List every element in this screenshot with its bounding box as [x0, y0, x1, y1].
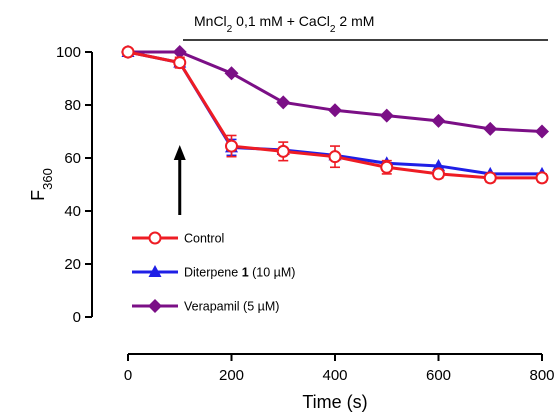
series-2: [121, 45, 549, 185]
legend-item: Control: [132, 231, 224, 246]
y-tick-label: 20: [64, 256, 81, 273]
data-point: [173, 56, 187, 70]
data-point: [432, 167, 445, 181]
data-point: [379, 108, 394, 123]
x-axis-title: Time (s): [302, 392, 367, 412]
legend-marker: [148, 231, 162, 245]
y-tick-label: 80: [64, 97, 81, 114]
arrow-head: [173, 145, 186, 160]
annotation: MnCl2 0,1 mM + CaCl2 2 mM: [173, 13, 548, 215]
x-tick-label: 600: [426, 367, 451, 384]
data-point: [224, 66, 239, 81]
plot-area: [121, 45, 549, 185]
axis-titles: Time (s) F360: [28, 168, 368, 412]
y-axis: 0 20 40 60 80 100: [56, 44, 93, 326]
legend-marker: [148, 265, 162, 277]
x-axis: 0 200 400 600 800: [124, 353, 555, 384]
legend-item: Verapamil (5 µM): [132, 299, 279, 314]
legend-label: Verapamil (5 µM): [184, 300, 279, 314]
data-point: [276, 95, 291, 110]
x-tick-label: 0: [124, 367, 132, 384]
y-tick-label: 100: [56, 44, 81, 61]
data-point: [328, 150, 342, 164]
data-point: [172, 45, 187, 59]
data-point: [432, 158, 445, 171]
legend: Control Diterpene 1 (10 µM) Verapamil (5 µ…: [132, 231, 295, 314]
y-tick-label: 40: [64, 203, 81, 220]
x-tick-label: 400: [322, 367, 347, 384]
data-point: [276, 144, 290, 158]
x-tick-label: 200: [219, 367, 244, 384]
y-tick-label: 60: [64, 150, 81, 167]
data-point: [121, 45, 135, 59]
x-tick-label: 800: [529, 367, 554, 384]
legend-item: Diterpene 1 (10 µM): [132, 265, 295, 280]
series-0: [121, 45, 549, 139]
series-line: [128, 50, 543, 133]
legend-marker: [148, 299, 162, 313]
data-point: [431, 113, 446, 128]
addition-arrow: [173, 145, 186, 215]
treatment-label: MnCl2 0,1 mM + CaCl2 2 mM: [194, 13, 374, 35]
data-point: [535, 124, 549, 139]
data-point: [225, 139, 238, 153]
data-point: [483, 171, 497, 185]
data-point: [380, 160, 394, 174]
legend-label: Diterpene 1 (10 µM): [184, 266, 295, 280]
data-point: [535, 171, 549, 185]
data-point: [483, 121, 498, 136]
y-axis-title: F360: [28, 168, 55, 201]
legend-label: Control: [184, 232, 224, 246]
data-point: [328, 103, 342, 118]
y-tick-label: 0: [73, 309, 81, 326]
